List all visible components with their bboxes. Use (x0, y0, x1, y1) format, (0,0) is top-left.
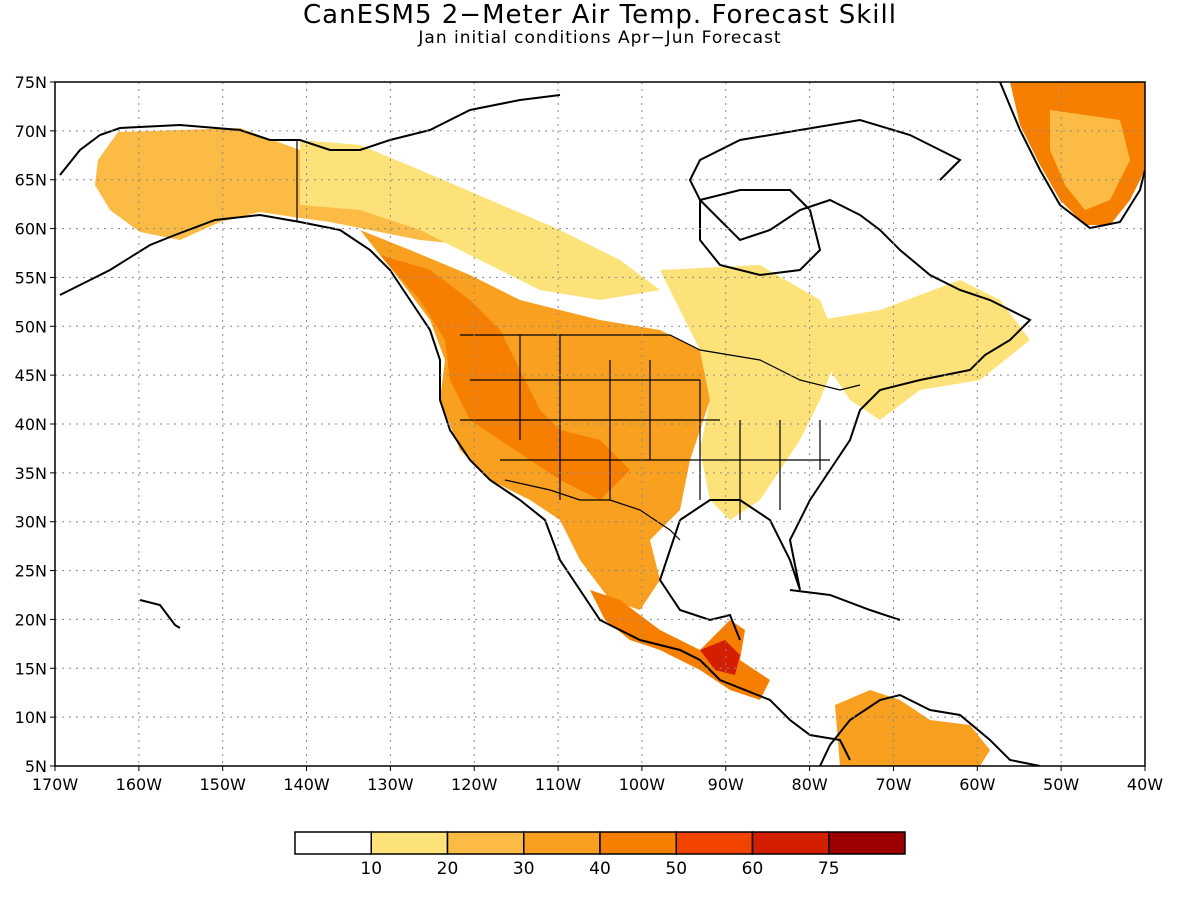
lat-tick-label: 10N (15, 708, 47, 727)
lat-tick-label: 75N (15, 73, 47, 92)
map-subtitle: Jan initial conditions Apr−Jun Forecast (418, 28, 782, 48)
lat-tick-label: 55N (15, 268, 47, 287)
skill-region-south-america (835, 690, 990, 766)
colorbar-label: 40 (589, 859, 611, 879)
lat-tick-label: 60N (15, 220, 47, 239)
lat-tick-label: 45N (15, 366, 47, 385)
axis-ticks: 75N 70N 65N 60N 55N 50N 45N 40N 35N 30N 25N 20N 15N 1… (15, 73, 1164, 794)
coastline-cuba (789, 589, 901, 621)
lon-tick-label: 140W (283, 775, 330, 794)
coastline-north-america (59, 118, 1032, 761)
skill-region-east-light (660, 265, 840, 520)
lon-tick-label: 160W (116, 775, 163, 794)
colorbar-swatch (446, 831, 525, 855)
lat-tick-label: 25N (15, 562, 47, 581)
colorbar-label: 20 (437, 859, 459, 879)
colorbar-label: 10 (360, 859, 382, 879)
skill-region-central-america (700, 640, 740, 675)
colorbar-label: 75 (818, 859, 840, 879)
coastline-hawaii (139, 599, 181, 629)
colorbar-swatch (675, 831, 754, 855)
colorbar-swatch (294, 831, 372, 855)
coastlines (59, 82, 1145, 766)
skill-region-west-orange (380, 255, 630, 500)
colorbar-swatch (599, 831, 677, 855)
skill-region-mexico (590, 590, 770, 700)
lon-tick-label: 130W (367, 775, 414, 794)
lon-tick-label: 100W (619, 775, 666, 794)
lat-tick-label: 70N (15, 122, 47, 141)
coastline-greenland (999, 82, 1145, 230)
lon-tick-label: 70W (875, 775, 911, 794)
colorbar-label: 60 (742, 859, 764, 879)
lon-tick-label: 110W (535, 775, 582, 794)
lat-tick-label: 35N (15, 464, 47, 483)
lat-tick-label: 20N (15, 610, 47, 629)
skill-region-labrador (820, 280, 1030, 420)
lon-tick-label: 90W (708, 775, 744, 794)
lon-tick-label: 60W (959, 775, 995, 794)
lat-tick-label: 5N (25, 757, 47, 776)
coastline-hudson-bay (699, 189, 822, 277)
colorbar-swatch (828, 831, 906, 855)
lon-tick-label: 50W (1043, 775, 1079, 794)
gridlines (55, 82, 1145, 766)
lat-tick-label: 40N (15, 415, 47, 434)
lon-tick-label: 40W (1127, 775, 1163, 794)
map-field (95, 82, 1145, 766)
lon-tick-label: 170W (32, 775, 79, 794)
lat-tick-label: 50N (15, 317, 47, 336)
coastline-south-america (819, 693, 1041, 766)
coastline-gulf-of-mexico (658, 519, 741, 641)
colorbar-swatch (370, 831, 449, 855)
state-borders (460, 335, 830, 520)
colorbar-label: 30 (513, 859, 535, 879)
political-borders (296, 140, 861, 541)
coastline-alaska (59, 94, 561, 176)
map-title: CanESM5 2−Meter Air Temp. Forecast Skill (303, 0, 897, 30)
skill-region-greenland-light (1050, 110, 1130, 210)
border-us-canada (460, 334, 861, 391)
lat-tick-label: 15N (15, 659, 47, 678)
colorbar-swatch (523, 831, 601, 855)
lat-tick-label: 30N (15, 513, 47, 532)
colorbar: 10 20 30 40 50 60 75 (294, 831, 906, 879)
lat-tick-label: 65N (15, 171, 47, 190)
lon-tick-label: 150W (200, 775, 247, 794)
colorbar-label: 50 (665, 859, 687, 879)
colorbar-swatch (751, 831, 830, 855)
lon-tick-label: 80W (792, 775, 828, 794)
lon-tick-label: 120W (451, 775, 498, 794)
